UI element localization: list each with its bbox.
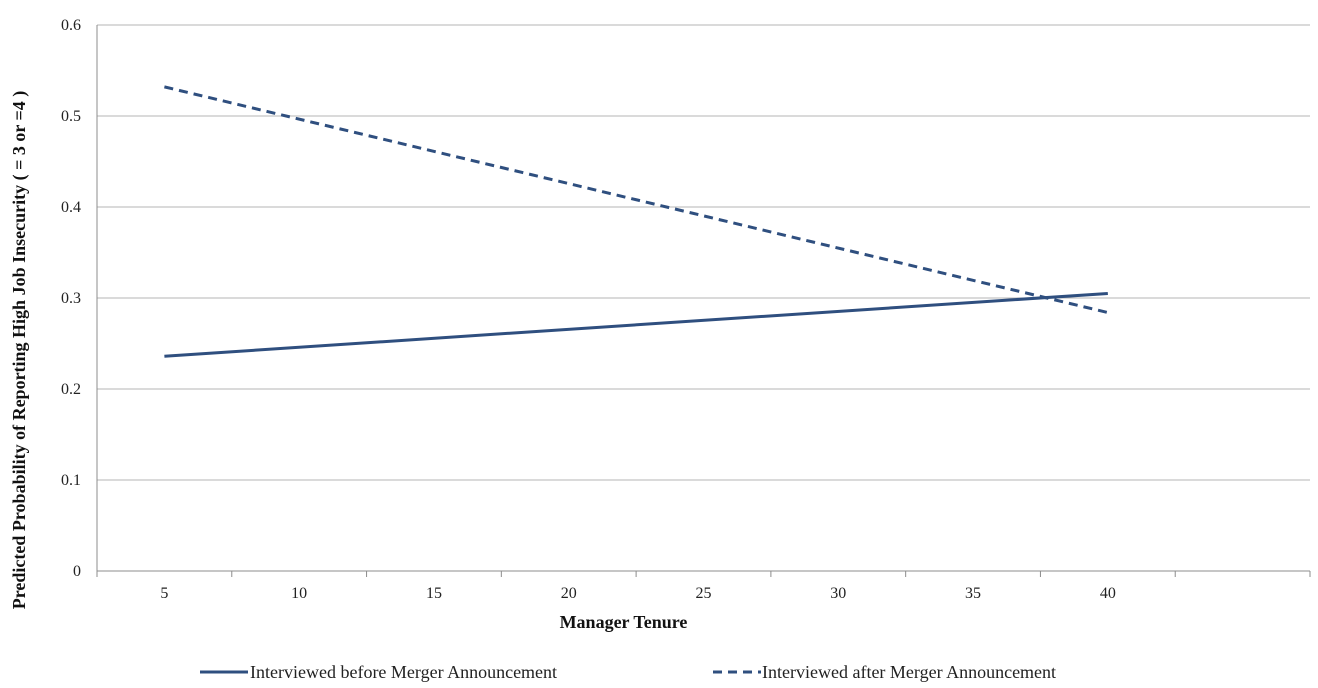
x-tick-label: 10	[291, 585, 307, 602]
legend-label-after: Interviewed after Merger Announcement	[762, 662, 1056, 682]
y-tick-label: 0.1	[61, 472, 81, 489]
x-tick-label: 20	[561, 585, 577, 602]
x-tick-label: 40	[1100, 585, 1116, 602]
series-line-after	[164, 85, 1109, 315]
series-line-before	[164, 291, 1108, 358]
y-tick-label: 0.6	[61, 17, 81, 34]
gridlines	[97, 24, 1310, 572]
legend: Interviewed before Merger Announcement I…	[200, 662, 1056, 682]
y-tick-label: 0	[73, 563, 81, 580]
x-tick-label: 25	[696, 585, 712, 602]
y-axis-title: Predicted Probability of Reporting High …	[9, 91, 30, 610]
x-tick-label: 5	[160, 585, 168, 602]
x-tick-label: 35	[965, 585, 981, 602]
axes	[96, 25, 1310, 572]
series-lines	[164, 85, 1109, 358]
x-tick-label: 15	[426, 585, 442, 602]
y-tick-label: 0.2	[61, 381, 81, 398]
x-tick-label: 30	[830, 585, 846, 602]
y-tick-label: 0.3	[61, 290, 81, 307]
y-axis-tick-labels: 0 0.1 0.2 0.3 0.4 0.5 0.6	[61, 17, 81, 580]
x-axis-tick-labels: 5 10 15 20 25 30 35 40	[160, 585, 1115, 602]
y-tick-label: 0.5	[61, 108, 81, 125]
legend-label-before: Interviewed before Merger Announcement	[250, 662, 557, 682]
x-axis-title: Manager Tenure	[560, 612, 688, 632]
y-tick-label: 0.4	[61, 199, 81, 216]
x-axis-ticks	[96, 571, 1311, 577]
